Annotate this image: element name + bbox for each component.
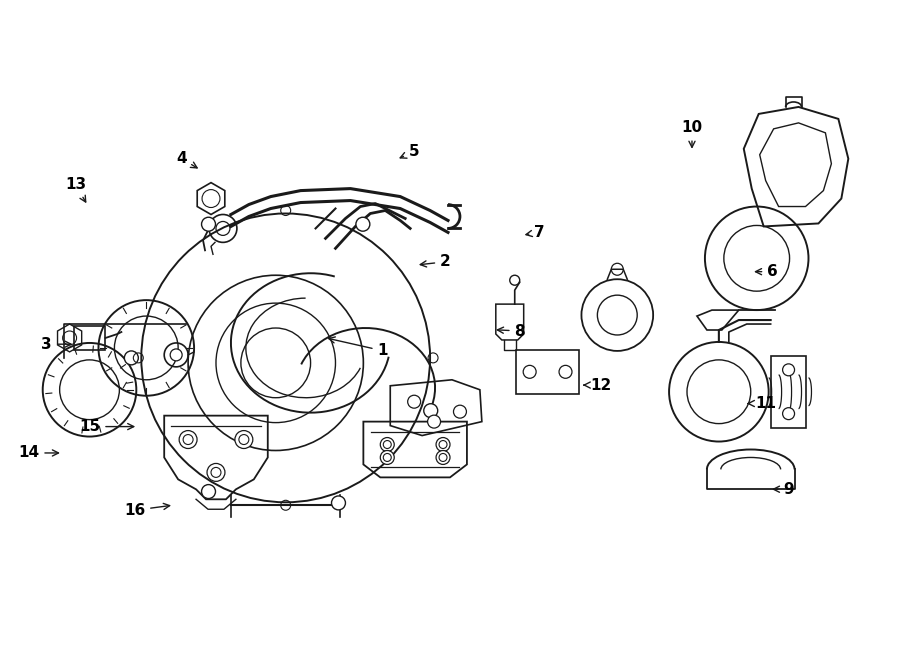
- Circle shape: [523, 365, 536, 378]
- Text: 7: 7: [526, 224, 544, 240]
- Circle shape: [783, 408, 795, 420]
- Circle shape: [454, 405, 466, 418]
- Text: 11: 11: [748, 396, 776, 411]
- Circle shape: [381, 451, 394, 465]
- Polygon shape: [760, 123, 832, 207]
- Circle shape: [783, 364, 795, 376]
- Text: 2: 2: [420, 254, 451, 269]
- Text: 12: 12: [584, 377, 611, 393]
- Circle shape: [124, 351, 139, 365]
- Circle shape: [381, 438, 394, 451]
- Circle shape: [207, 463, 225, 481]
- Text: 10: 10: [681, 120, 703, 148]
- Text: 15: 15: [79, 419, 134, 434]
- Circle shape: [235, 430, 253, 448]
- Circle shape: [170, 349, 182, 361]
- Text: 3: 3: [41, 337, 71, 352]
- Text: 14: 14: [18, 446, 58, 461]
- Circle shape: [424, 404, 437, 418]
- Text: 4: 4: [176, 151, 197, 168]
- Text: 1: 1: [328, 337, 388, 358]
- Circle shape: [356, 217, 370, 231]
- Circle shape: [408, 395, 420, 408]
- Circle shape: [428, 415, 440, 428]
- Circle shape: [436, 438, 450, 451]
- Circle shape: [559, 365, 572, 378]
- Circle shape: [436, 451, 450, 465]
- Text: 16: 16: [124, 503, 170, 518]
- Circle shape: [179, 430, 197, 448]
- Text: 9: 9: [773, 482, 794, 496]
- Circle shape: [331, 496, 346, 510]
- Circle shape: [202, 189, 220, 207]
- Text: 6: 6: [755, 264, 778, 279]
- Text: 5: 5: [400, 144, 419, 159]
- Text: 13: 13: [65, 177, 86, 202]
- Text: 8: 8: [498, 324, 526, 338]
- Circle shape: [202, 485, 215, 498]
- Circle shape: [202, 217, 215, 231]
- Bar: [74, 326, 105, 350]
